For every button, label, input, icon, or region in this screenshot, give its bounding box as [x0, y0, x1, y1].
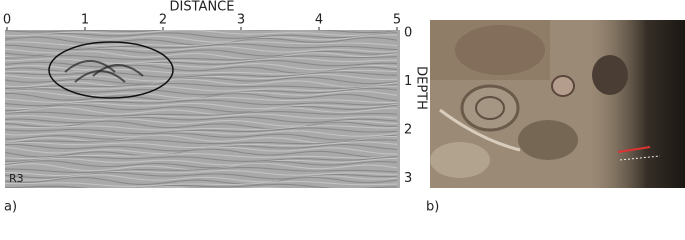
reflection-band: [5, 169, 397, 177]
page: {"panel_a": {"label": "a)", "x_axis_titl…: [2, 0, 685, 215]
reflection-band: [5, 96, 398, 103]
reflection-band: [5, 113, 398, 121]
y-tick-label: 1: [404, 74, 412, 89]
reflection-band: [5, 160, 398, 169]
reflection-band: [5, 34, 398, 43]
radargram-texture: [5, 30, 398, 198]
x-tick-label: 4: [315, 13, 323, 28]
x-tick-label: 3: [237, 13, 245, 28]
y-tick-label: 0: [404, 26, 412, 41]
reflection-band: [5, 125, 397, 131]
reflection-band: [5, 69, 398, 75]
reflection-band: [5, 104, 398, 113]
reflection-band: [5, 130, 398, 138]
reflection-band: [5, 176, 398, 185]
reflection-band: [5, 189, 397, 196]
excavation-photo: [430, 20, 685, 188]
y-tick-label: 3: [404, 171, 412, 186]
reflection-band: [5, 41, 398, 47]
reflection-band: [5, 71, 397, 78]
hyperbola: [74, 70, 126, 83]
reflection-band: [5, 116, 398, 124]
reflection-band: [5, 106, 397, 116]
panel-label: a): [4, 200, 17, 215]
reflection-band: [5, 157, 397, 166]
x-tick-label: 1: [81, 13, 89, 28]
reflection-band: [5, 82, 398, 89]
reflection-band: [5, 148, 398, 158]
reflection-band: [5, 139, 398, 145]
x-tick-label: 0: [3, 13, 11, 28]
reflection-band: [5, 166, 398, 174]
hyperbola: [64, 60, 116, 73]
reflection-band: [5, 55, 398, 61]
reflection-band: [5, 30, 398, 34]
reflection-band: [5, 31, 398, 40]
reflection-band: [5, 132, 398, 141]
reflection-band: [5, 78, 398, 88]
reflection-band: [5, 102, 398, 110]
reflection-band: [5, 59, 398, 68]
hyperbola: [92, 64, 144, 77]
reflection-band: [5, 153, 398, 160]
profile-label: R3: [9, 172, 24, 185]
reflection-band: [5, 73, 398, 82]
reflection-band: [5, 85, 398, 92]
x-tick-label: 2: [159, 13, 167, 28]
reflection-band: [5, 127, 398, 135]
reflection-band: [5, 57, 397, 64]
reflection-band: [5, 30, 398, 37]
reflection-band: [5, 180, 398, 187]
reflection-band: [5, 155, 398, 162]
reflection-band: [5, 141, 398, 149]
x-tick-label: 5: [393, 13, 401, 28]
reflection-band: [5, 50, 398, 60]
reflection-band: [5, 120, 398, 130]
panel-label: b): [426, 200, 439, 215]
y-axis-title: DEPTH: [414, 66, 429, 110]
reflection-band: [5, 111, 398, 117]
reflection-band: [5, 174, 398, 183]
reflection-band: [5, 76, 398, 85]
anomaly-ellipse: [48, 41, 174, 99]
y-tick-label: 2: [404, 123, 412, 138]
reflection-band: [5, 191, 397, 198]
reflection-band: [5, 183, 397, 188]
x-axis-title: DISTANCE: [170, 0, 235, 15]
